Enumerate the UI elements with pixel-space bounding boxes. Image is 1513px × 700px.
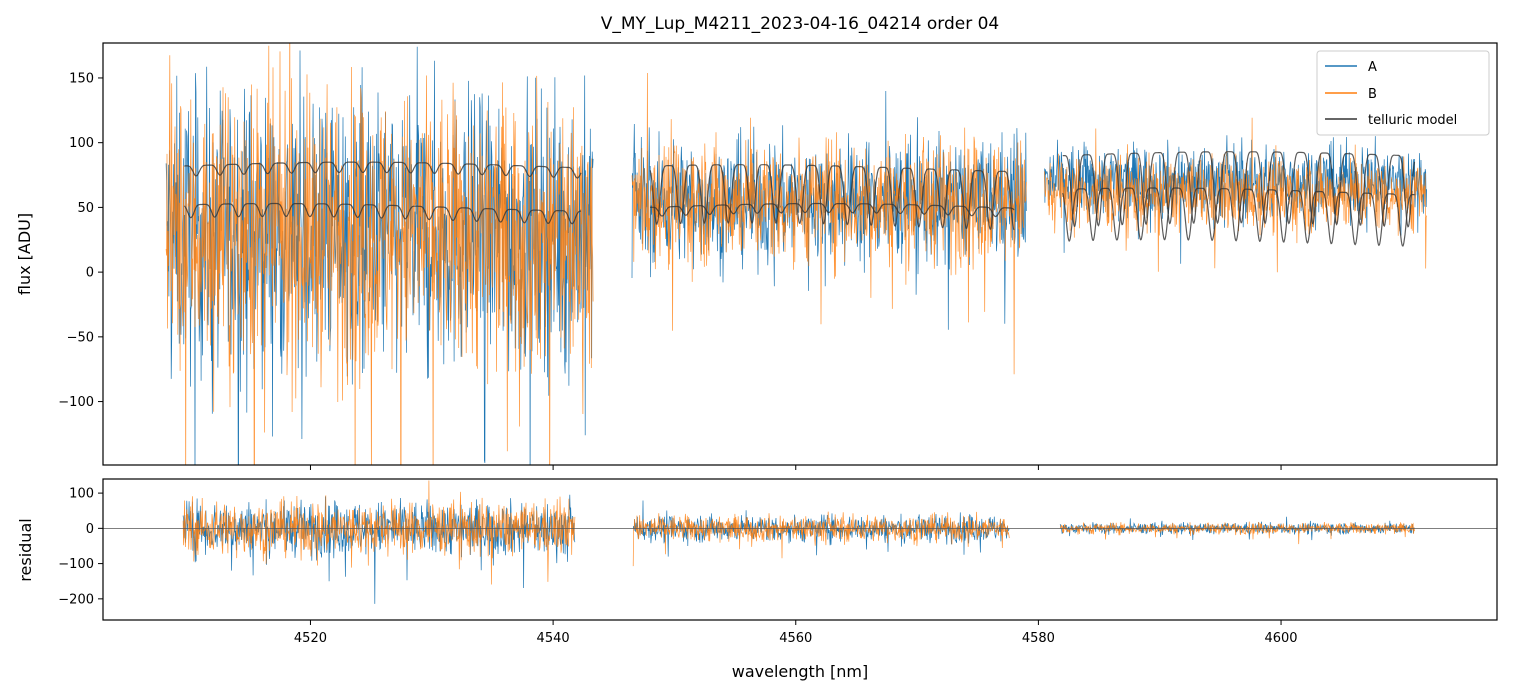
flux-panel-frame xyxy=(102,42,1498,466)
telluric-model-segment-1-1 xyxy=(184,161,582,179)
residual-ytick-label: −200 xyxy=(58,592,94,607)
flux-ytick-label: 0 xyxy=(86,266,94,281)
legend-telluric-label: telluric model xyxy=(1368,113,1457,128)
residual-ytick-label: 0 xyxy=(86,522,94,537)
residual-series-b-segment-3 xyxy=(1059,521,1415,545)
x-tick-label: 4580 xyxy=(1022,631,1055,646)
flux-y-axis-label: flux [ADU] xyxy=(15,213,34,295)
legend: A B telluric model xyxy=(1316,50,1490,136)
telluric-model-segment-2-2 xyxy=(649,164,1015,231)
legend-box xyxy=(1316,50,1490,136)
flux-ytick-label: −100 xyxy=(58,395,94,410)
telluric-model-segment-3-2 xyxy=(1062,187,1415,247)
flux-ytick-label: 150 xyxy=(69,71,94,86)
flux-series-b-segment-2 xyxy=(631,72,1027,375)
x-tick-label: 4600 xyxy=(1264,631,1297,646)
residual-series-a-segment-1 xyxy=(182,494,576,604)
telluric-model-segment-3-1 xyxy=(1062,151,1416,228)
legend-a-label: A xyxy=(1368,60,1377,75)
flux-series-b-segment-1 xyxy=(165,43,594,465)
residual-ytick-label: 100 xyxy=(69,487,94,502)
telluric-model-segment-1-2 xyxy=(183,202,582,225)
chart-title: V_MY_Lup_M4211_2023-04-16_04214 order 04 xyxy=(601,14,1000,34)
x-tick-label: 4560 xyxy=(779,631,812,646)
flux-ytick-label: 50 xyxy=(77,201,94,216)
flux-ytick-label: 100 xyxy=(69,136,94,151)
flux-ytick-label: −50 xyxy=(67,330,94,345)
legend-b-label: B xyxy=(1368,87,1377,102)
x-tick-label: 4520 xyxy=(294,631,327,646)
x-tick-label: 4540 xyxy=(537,631,570,646)
residual-ytick-label: −100 xyxy=(58,557,94,572)
residual-series-b-segment-1 xyxy=(182,480,576,585)
flux-panel: −100 −50 0 50 100 150 flux [ADU] A B telluric… xyxy=(15,42,1498,470)
x-axis-label: wavelength [nm] xyxy=(732,662,869,681)
telluric-model-segment-2-1 xyxy=(650,202,1015,218)
residual-series-b-segment-2 xyxy=(632,511,1010,567)
residual-panel-frame xyxy=(102,478,1498,621)
residual-panel: −200 −100 0 100 4520 4540 4560 4580 4600 residu… xyxy=(16,478,1498,646)
residual-y-axis-label: residual xyxy=(16,518,35,581)
